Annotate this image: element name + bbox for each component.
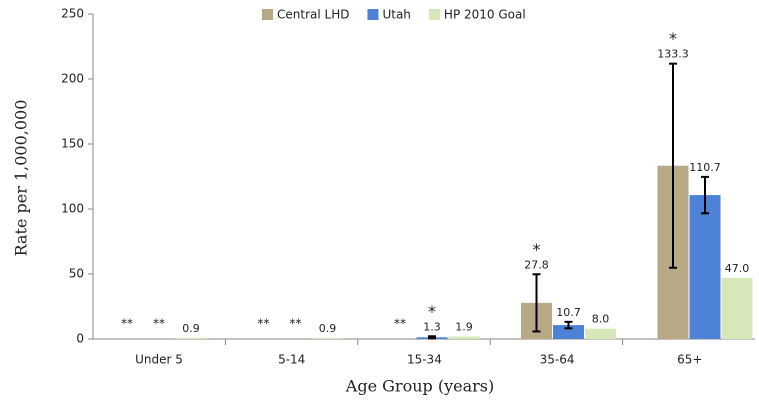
- value-label: **: [258, 317, 270, 331]
- legend-label: Utah: [382, 8, 410, 22]
- value-label: **: [153, 317, 165, 331]
- value-label: 0.9: [319, 322, 337, 335]
- y-tick-label: 200: [61, 72, 84, 86]
- bar: [721, 277, 753, 339]
- y-tick-label: 250: [61, 7, 84, 21]
- value-label: 133.3: [657, 48, 689, 61]
- bar: [553, 325, 584, 339]
- y-axis-title: Rate per 1,000,000: [12, 100, 31, 257]
- legend-label: Central LHD: [277, 8, 349, 22]
- x-tick-label: 5-14: [278, 353, 305, 367]
- error-bar: [428, 335, 436, 340]
- value-label: 1.9: [455, 321, 473, 334]
- legend-swatch: [262, 9, 273, 20]
- value-label: 10.7: [556, 306, 581, 319]
- bar: [448, 336, 480, 339]
- value-label: **: [290, 317, 302, 331]
- significance-mark: *: [428, 302, 436, 321]
- significance-mark: *: [533, 240, 541, 259]
- bar: [689, 195, 721, 339]
- value-label: 8.0: [592, 313, 610, 326]
- value-label: **: [394, 317, 406, 331]
- x-tick-label: 65+: [677, 353, 702, 367]
- bar: [585, 328, 616, 339]
- value-label: 1.3: [423, 320, 441, 333]
- y-tick-label: 100: [61, 202, 84, 216]
- error-bar: [564, 320, 573, 330]
- significance-mark: *: [669, 29, 677, 48]
- x-axis-title: Age Group (years): [345, 377, 494, 396]
- error-bar: [532, 273, 541, 333]
- x-tick-label: 35-64: [540, 353, 575, 367]
- legend-swatch: [367, 9, 379, 20]
- error-bar: [669, 62, 677, 269]
- y-tick-label: 150: [61, 137, 84, 151]
- value-label: **: [121, 317, 133, 331]
- y-tick-label: 50: [69, 267, 84, 281]
- bar: [175, 337, 207, 339]
- value-label: 0.9: [182, 322, 200, 335]
- x-tick-label: Under 5: [135, 353, 183, 367]
- y-tick-label: 0: [76, 332, 84, 346]
- value-label: 110.7: [689, 161, 721, 174]
- bar: [312, 337, 343, 339]
- error-bar: [701, 175, 709, 215]
- x-tick-label: 15-34: [407, 353, 442, 367]
- legend-label: HP 2010 Goal: [444, 8, 526, 22]
- legend-swatch: [428, 9, 440, 20]
- value-label: 47.0: [725, 262, 750, 275]
- value-label: 27.8: [524, 258, 549, 271]
